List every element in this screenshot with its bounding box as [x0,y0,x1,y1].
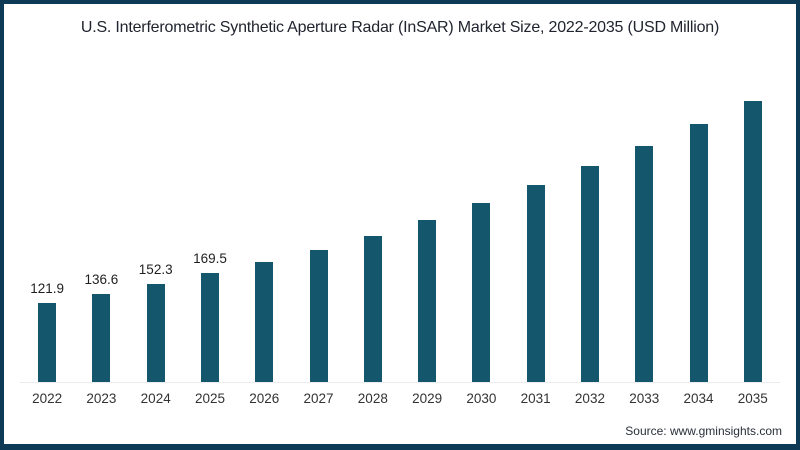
x-axis-label: 2033 [629,391,660,406]
x-axis-label: 2024 [140,391,171,406]
x-axis-label: 2029 [412,391,443,406]
bar-2022 [38,303,57,382]
bar-column [454,203,508,382]
plot-area: 121.9 136.6 152.3 169.5 [20,101,780,383]
x-axis-label: 2023 [86,391,117,406]
bar-column: 136.6 [74,272,128,382]
x-axis-label: 2027 [303,391,334,406]
x-axis-label: 2032 [574,391,605,406]
bar-2024 [146,283,165,382]
bar-column [291,249,345,382]
bar-2031 [526,185,545,382]
x-axis-label: 2025 [194,391,225,406]
x-axis-label: 2034 [683,391,714,406]
bar-column: 152.3 [129,262,183,382]
x-axis-label: 2026 [249,391,280,406]
bar-2029 [418,219,437,382]
bar-2028 [363,236,382,382]
bar-2034 [689,123,708,382]
bar-column [237,261,291,382]
x-axis-label: 2022 [32,391,63,406]
x-axis-label: 2031 [520,391,551,406]
bar-value-label: 152.3 [138,261,173,277]
bar-2033 [635,145,654,382]
bar-column [509,185,563,382]
bar-2027 [309,249,328,382]
bar-column [726,101,780,382]
bar-column [563,165,617,382]
bar-2026 [255,261,274,382]
x-axis-label: 2028 [357,391,388,406]
x-axis: 2022 2023 2024 2025 2026 2027 2028 2029 2030 2031… [20,391,780,406]
bar-2030 [472,203,491,382]
bar-column [346,236,400,382]
bar-2035 [743,101,762,382]
x-axis-label: 2035 [737,391,768,406]
bar-value-label: 169.5 [193,250,227,266]
bar-2023 [92,293,111,382]
bar-column [400,219,454,382]
bar-column: 169.5 [183,250,237,382]
bar-column: 121.9 [20,281,74,382]
bar-2025 [200,272,219,382]
bar-column [671,123,725,382]
page-title: U.S. Interferometric Synthetic Aperture … [80,19,720,36]
source-text: Source: www.gminsights.com [625,424,782,438]
bar-value-label: 136.6 [84,271,119,287]
bar-2032 [580,165,599,382]
bar-column [617,145,671,382]
bar-value-label: 121.9 [30,281,65,297]
x-axis-label: 2030 [466,391,497,406]
